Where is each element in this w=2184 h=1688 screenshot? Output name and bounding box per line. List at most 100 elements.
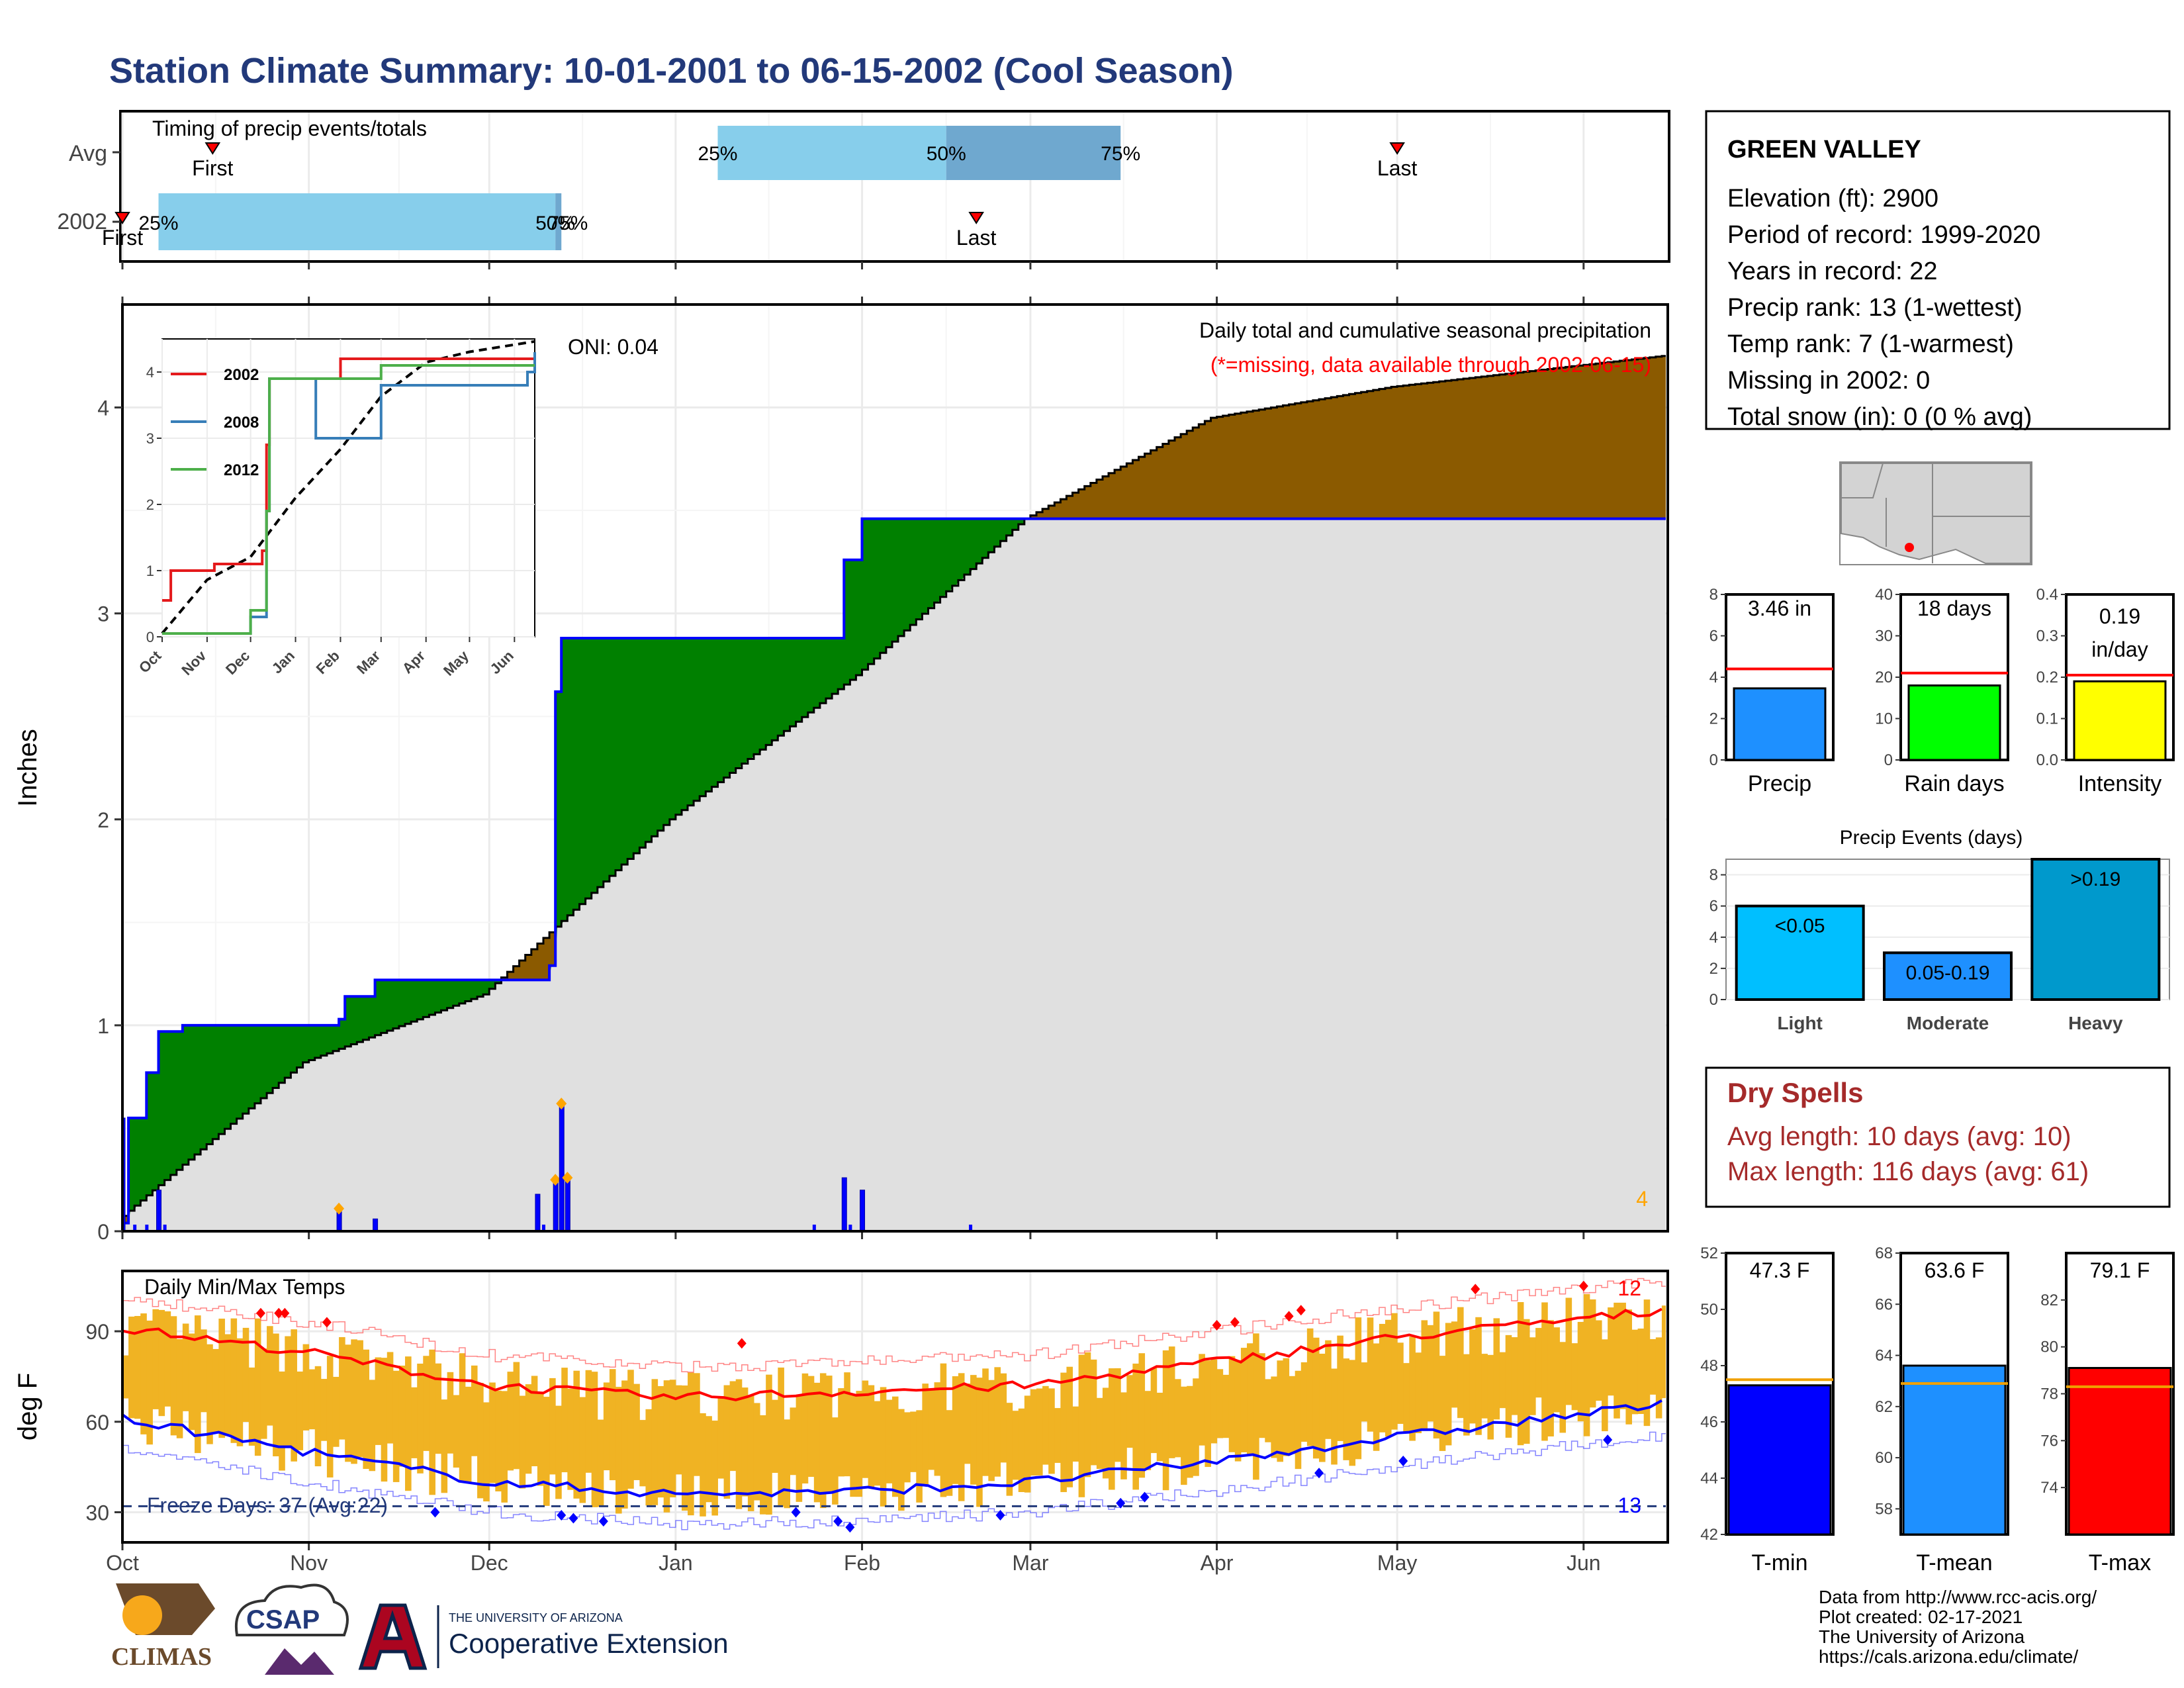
summary-y-tick-label: 0.0 <box>2036 751 2058 769</box>
record-min-marker <box>1140 1491 1150 1503</box>
daily-temp-range-bar <box>1631 1329 1639 1415</box>
timing-last-label: Last <box>956 226 997 250</box>
footer: CLIMAS CSAP THE UNIVERSITY OF ARIZONA Co… <box>111 1583 2097 1675</box>
daily-temp-range-bar <box>417 1363 424 1474</box>
timing-row-label-2002: 2002 <box>57 209 107 234</box>
daily-temp-range-bar <box>844 1372 850 1477</box>
events-y-tick-label: 8 <box>1709 867 1718 884</box>
daily-temp-range-bar <box>669 1380 676 1497</box>
daily-temp-range-bar <box>483 1402 490 1502</box>
summary-bar-label: Intensity <box>2078 771 2162 796</box>
daily-temp-range-bar <box>729 1381 737 1472</box>
temp-y-tick-label: 80 <box>2040 1338 2058 1356</box>
daily-temp-range-bar <box>1253 1333 1259 1480</box>
summary-y-tick-label: 40 <box>1875 586 1893 604</box>
daily-temp-range-bar <box>1349 1360 1356 1466</box>
daily-temp-range-bar <box>267 1326 273 1426</box>
daily-temp-range-bar <box>609 1369 616 1481</box>
summary-y-tick-label: 0.1 <box>2036 710 2058 728</box>
daily-temp-range-bar <box>176 1339 183 1438</box>
daily-temp-range-bar <box>1120 1392 1127 1479</box>
summary-bar-label: Rain days <box>1904 771 2004 796</box>
daily-precip-bar <box>860 1190 866 1231</box>
station-frame <box>1705 110 2171 430</box>
daily-temp-range-bar <box>1457 1307 1464 1419</box>
daily-temp-range-bar <box>1283 1358 1290 1456</box>
summary-value-label: 0.19 <box>2099 604 2140 628</box>
daily-temp-range-bar <box>411 1387 418 1458</box>
daily-temp-range-bar <box>206 1344 213 1444</box>
daily-temp-range-bar <box>1319 1354 1326 1462</box>
daily-temp-range-bar <box>1156 1392 1163 1462</box>
temp-y-tick-label: 44 <box>1700 1470 1718 1487</box>
inset-y-tick-label: 2 <box>146 496 154 513</box>
inset-series-2008 <box>162 352 536 635</box>
month-tick-label: Feb <box>844 1551 880 1575</box>
daily-temp-range-bar <box>741 1387 749 1497</box>
daily-temp-range-bar <box>218 1319 225 1438</box>
summary-y-tick-label: 10 <box>1875 710 1893 728</box>
daily-temp-range-bar <box>326 1356 334 1477</box>
summary-y-tick-label: 2 <box>1709 710 1718 728</box>
temp-y-tick-label: 42 <box>1700 1526 1718 1544</box>
temp-bar-charts: 42 44 46 48 50 52 47.3 F T-min 58 60 62 64 66 68 63.6 … <box>1700 1244 2175 1575</box>
daily-precip-bar-small <box>848 1225 852 1231</box>
daily-temp-range-bar <box>694 1373 700 1476</box>
temps-y-axis-label: deg F <box>13 1373 42 1440</box>
daily-temp-range-bar <box>543 1397 550 1506</box>
daily-temp-range-bar <box>688 1372 694 1516</box>
record-min-line <box>124 1431 1666 1530</box>
daily-temp-range-bar <box>1529 1337 1536 1415</box>
daily-temp-range-bar <box>1505 1335 1512 1438</box>
daily-temp-range-bar <box>513 1362 520 1470</box>
daily-temp-range-bar <box>1337 1335 1343 1441</box>
footer-line-2: Plot created: 02-17-2021 <box>1819 1607 2023 1627</box>
dry-spells-title: Dry Spells <box>1727 1077 1863 1108</box>
temp-value-label: 63.6 F <box>1925 1258 1985 1282</box>
inset-average-line <box>161 340 535 635</box>
daily-temp-range-bar <box>976 1378 983 1507</box>
daily-temp-range-bar <box>1608 1307 1614 1396</box>
daily-temp-range-bar <box>1162 1350 1169 1491</box>
average-cumulative-line <box>124 355 1666 1217</box>
daily-temp-range-bar <box>1234 1360 1242 1462</box>
daily-temp-range-bar <box>705 1416 712 1503</box>
daily-temp-range-bar <box>1427 1325 1434 1422</box>
timing-first-label: First <box>102 226 143 250</box>
daily-temp-range-bar <box>1367 1317 1374 1432</box>
precip-frame <box>121 303 1669 1233</box>
temp-y-tick-label: 68 <box>1875 1244 1893 1262</box>
daily-temp-range-bar <box>453 1395 460 1468</box>
daily-precip-bar <box>841 1177 847 1231</box>
month-tick-label: Dec <box>471 1551 508 1575</box>
daily-temp-range-bar <box>134 1315 141 1419</box>
cumulative-2002-line <box>124 517 1666 1225</box>
daily-temp-range-bar <box>182 1323 189 1411</box>
daily-temp-range-bar <box>1306 1328 1314 1446</box>
summary-y-tick-label: 0.2 <box>2036 669 2058 686</box>
daily-temp-range-bar <box>1084 1352 1091 1477</box>
daily-temp-range-bar <box>465 1386 472 1482</box>
daily-precip-bar-small <box>812 1225 816 1231</box>
summary-y-tick-label: 4 <box>1709 669 1718 686</box>
daily-temp-range-bar <box>1385 1319 1392 1437</box>
daily-temp-range-bar <box>1589 1299 1596 1408</box>
daily-temp-range-bar <box>988 1380 995 1481</box>
daily-temp-range-bar <box>1054 1408 1061 1463</box>
daily-temp-range-bar <box>387 1352 394 1444</box>
daily-temp-range-bar <box>916 1410 923 1503</box>
daily-temp-range-bar <box>495 1390 502 1492</box>
daily-temp-range-bar <box>796 1395 803 1502</box>
record-max-marker <box>737 1338 747 1349</box>
daily-temp-range-bar <box>1547 1320 1554 1436</box>
daily-precip-bar-small <box>145 1225 149 1231</box>
daily-temp-range-bar <box>747 1395 754 1511</box>
precip-panel: 0 1 2 3 4 Inches ONI: 0.04 Daily total and c… <box>13 297 1669 1244</box>
events-y-tick-label: 0 <box>1709 991 1718 1009</box>
timing-bar-q50-q75 <box>555 193 562 250</box>
record-max-marker <box>1578 1280 1588 1291</box>
record-max-marker <box>1212 1320 1222 1331</box>
summary-value-label: 18 days <box>1917 596 1991 620</box>
temp-bar-label: T-max <box>2089 1550 2151 1575</box>
daily-temp-range-bar <box>1655 1337 1662 1419</box>
